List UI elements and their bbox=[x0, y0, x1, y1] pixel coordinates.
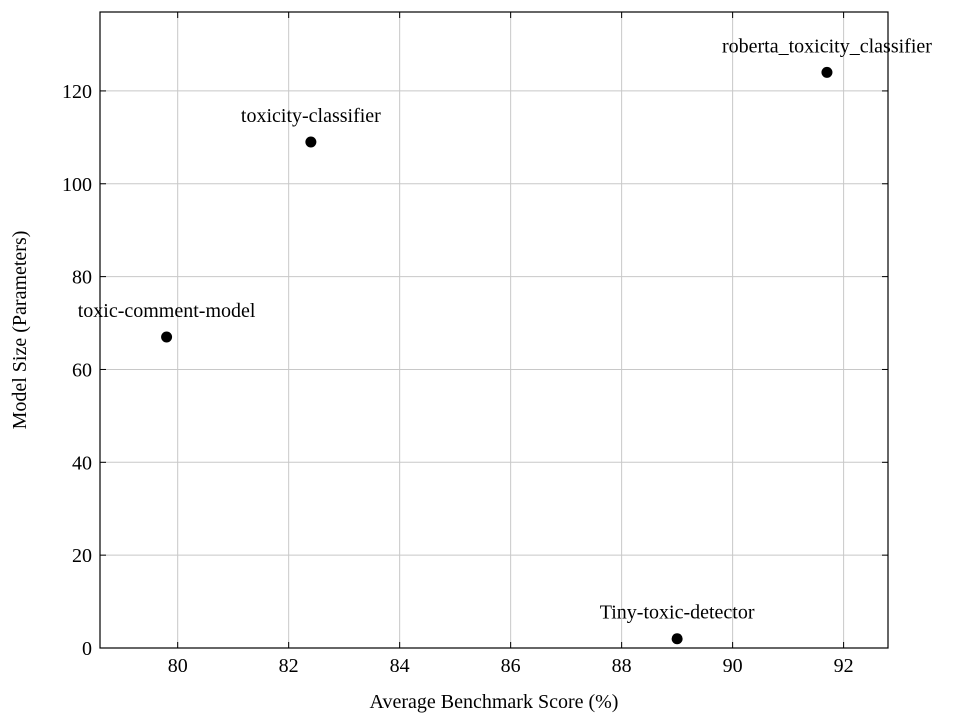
data-point-label: roberta_toxicity_classifier bbox=[722, 35, 932, 57]
y-tick-label: 40 bbox=[72, 452, 92, 474]
y-tick-label: 80 bbox=[72, 267, 92, 289]
y-tick-label: 60 bbox=[72, 359, 92, 381]
data-point bbox=[821, 66, 833, 78]
points-layer: roberta_toxicity_classifier toxicity-clas… bbox=[78, 35, 932, 645]
x-axis-title: Average Benchmark Score (%) bbox=[370, 691, 619, 713]
y-axis-title: Model Size (Parameters) bbox=[9, 231, 31, 430]
y-tick-label: 0 bbox=[82, 638, 92, 660]
x-tick-label: 90 bbox=[723, 655, 743, 677]
data-point bbox=[161, 331, 173, 343]
data-point-label: toxic-comment-model bbox=[78, 300, 256, 322]
tick-layer: 80 82 84 86 88 90 92 0 20 40 60 80 100 120 bbox=[62, 12, 888, 677]
grid-layer bbox=[100, 12, 888, 649]
y-tick-label: 120 bbox=[62, 81, 92, 103]
x-tick-label: 80 bbox=[168, 655, 188, 677]
x-tick-label: 82 bbox=[279, 655, 299, 677]
data-point bbox=[671, 633, 683, 645]
x-tick-label: 84 bbox=[390, 655, 410, 677]
data-point-label: toxicity-classifier bbox=[241, 105, 381, 127]
x-tick-label: 92 bbox=[834, 655, 854, 677]
y-tick-label: 100 bbox=[62, 174, 92, 196]
plot-border bbox=[99, 11, 889, 649]
plot-frame bbox=[99, 11, 889, 649]
x-tick-label: 88 bbox=[612, 655, 632, 677]
data-point bbox=[305, 136, 317, 148]
y-tick-label: 20 bbox=[72, 545, 92, 567]
data-point-label: Tiny-toxic-detector bbox=[600, 602, 755, 624]
x-tick-label: 86 bbox=[501, 655, 521, 677]
